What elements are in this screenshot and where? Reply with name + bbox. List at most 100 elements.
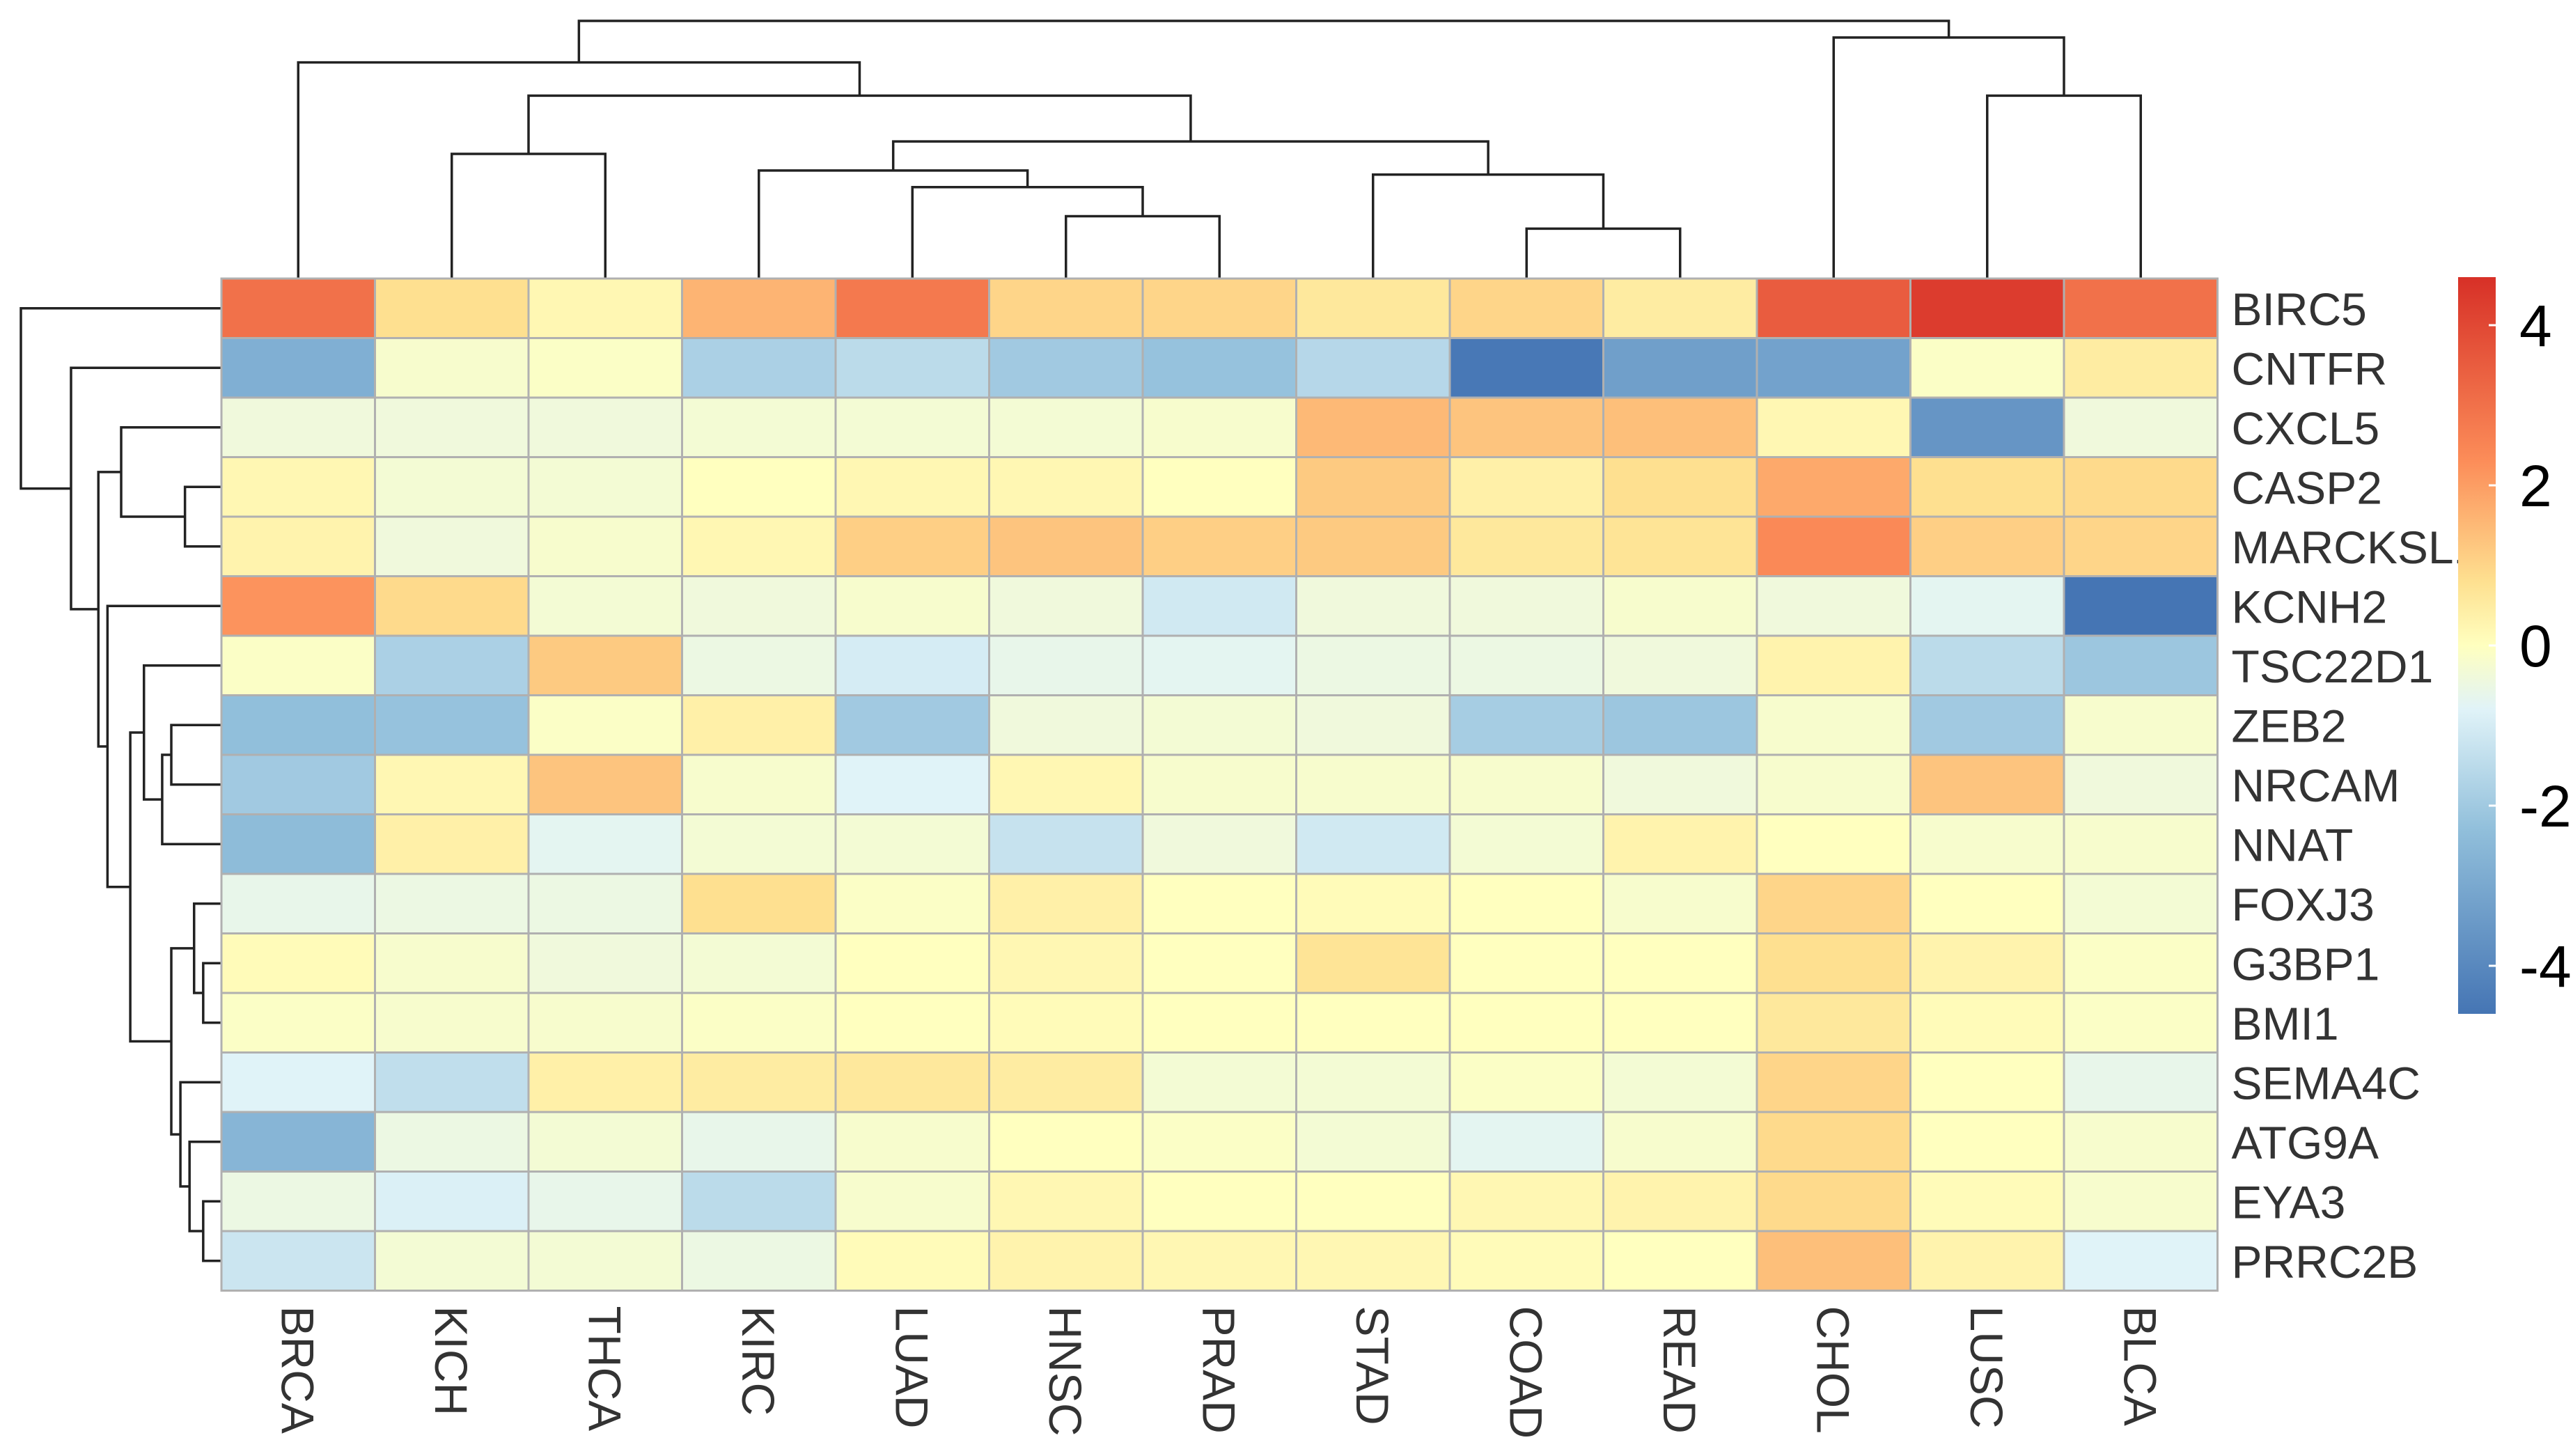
column-labels: BRCA KICH THCA KIRC LUAD HNSC PRAD STAD COAD READ… — [272, 1306, 2166, 1439]
heatmap-cell — [988, 575, 1144, 637]
heatmap-cell — [527, 634, 683, 696]
heatmap-cell — [1755, 634, 1911, 696]
heatmap-cell — [2063, 992, 2219, 1054]
dendrogram-branch — [577, 19, 1950, 63]
heatmap-cell — [1295, 932, 1451, 994]
heatmap-cell — [681, 396, 837, 458]
heatmap-cell — [681, 1171, 837, 1232]
heatmap-cell — [1755, 575, 1911, 637]
heatmap-cell — [220, 1111, 376, 1173]
heatmap-cell — [1755, 456, 1911, 518]
heatmap-cell — [220, 992, 376, 1054]
heatmap-cell — [988, 992, 1144, 1054]
heatmap-cell — [681, 1230, 837, 1292]
heatmap-cell — [1909, 396, 2065, 458]
heatmap-cell — [1909, 337, 2065, 399]
heatmap-cell — [988, 694, 1144, 756]
heatmap-cell — [220, 813, 376, 875]
column-label: STAD — [1347, 1306, 1398, 1425]
heatmap-cell — [1755, 1051, 1911, 1113]
heatmap-cell — [1295, 813, 1451, 875]
heatmap-cell — [1755, 1111, 1911, 1173]
heatmap-cell — [527, 1051, 683, 1113]
heatmap-cell — [1602, 1171, 1758, 1232]
heatmap-cell — [1295, 396, 1451, 458]
heatmap-cell — [220, 872, 376, 934]
heatmap-cell — [374, 1111, 530, 1173]
heatmap-cell — [374, 932, 530, 994]
dendrogram-branch — [202, 1200, 221, 1262]
heatmap-cell — [1295, 575, 1451, 637]
heatmap-cell — [1141, 456, 1297, 518]
heatmap-cell — [1909, 992, 2065, 1054]
heatmap-cell — [1909, 1171, 2065, 1232]
heatmap-cells — [220, 277, 2219, 1292]
heatmap-cell — [1602, 932, 1758, 994]
heatmap-cell — [1448, 634, 1604, 696]
heatmap-cell — [988, 932, 1144, 994]
heatmap-cell — [1602, 753, 1758, 815]
heatmap-cell — [988, 1111, 1144, 1173]
dendrogram-branch — [106, 604, 221, 889]
heatmap-cell — [374, 1171, 530, 1232]
heatmap-cell — [1909, 813, 2065, 875]
heatmap-cell — [1295, 1171, 1451, 1232]
heatmap-cell — [1141, 992, 1297, 1054]
row-label: PRRC2B — [2232, 1236, 2418, 1287]
legend-tick-label: -2 — [2519, 774, 2572, 839]
heatmap-cell — [1602, 1051, 1758, 1113]
heatmap-cell — [527, 515, 683, 577]
row-label: ZEB2 — [2232, 700, 2347, 751]
heatmap-cell — [1909, 694, 2065, 756]
heatmap-cell — [1448, 337, 1604, 399]
heatmap-cell — [1448, 1230, 1604, 1292]
heatmap-cell — [220, 1230, 376, 1292]
column-label: THCA — [579, 1306, 630, 1432]
heatmap-cell — [1448, 932, 1604, 994]
dendrogram-branch — [1065, 214, 1221, 279]
heatmap-cell — [1909, 634, 2065, 696]
dendrogram-branch — [179, 1081, 221, 1188]
heatmap-cell — [527, 1111, 683, 1173]
heatmap-cell — [1909, 932, 2065, 994]
heatmap-cell — [527, 277, 683, 339]
heatmap-cell — [1141, 1051, 1297, 1113]
heatmap-cell — [1448, 1111, 1604, 1173]
heatmap-cell — [988, 277, 1144, 339]
heatmap-cell — [1141, 1111, 1297, 1173]
heatmap-cell — [374, 634, 530, 696]
dendrogram-branch — [451, 152, 607, 279]
heatmap-cell — [2063, 1230, 2219, 1292]
dendrogram-branch — [183, 485, 221, 548]
heatmap-cell — [681, 634, 837, 696]
heatmap-cell — [1602, 456, 1758, 518]
heatmap-cell — [374, 515, 530, 577]
row-label: ATG9A — [2232, 1117, 2379, 1168]
heatmap-cell — [220, 277, 376, 339]
row-labels: BIRC5 CNTFR CXCL5 CASP2 MARCKSL1 KCNH2 TSC22D1… — [2232, 283, 2480, 1287]
column-label: COAD — [1500, 1306, 1551, 1439]
heatmap-cell — [834, 872, 990, 934]
heatmap-cell — [681, 456, 837, 518]
heatmap-cell — [834, 634, 990, 696]
heatmap-cell — [681, 694, 837, 756]
heatmap-cell — [2063, 575, 2219, 637]
heatmap-cell — [1909, 277, 2065, 339]
heatmap-cell — [527, 813, 683, 875]
row-label: CNTFR — [2232, 343, 2388, 394]
heatmap-cell — [374, 813, 530, 875]
heatmap-cell — [1141, 337, 1297, 399]
heatmap-cell — [1909, 1111, 2065, 1173]
heatmap-cell — [1295, 277, 1451, 339]
heatmap-cell — [1295, 337, 1451, 399]
heatmap-cell — [2063, 1051, 2219, 1113]
heatmap-cell — [988, 634, 1144, 696]
heatmap-cell — [681, 575, 837, 637]
heatmap-cell — [681, 515, 837, 577]
heatmap-cell — [1141, 1230, 1297, 1292]
column-label: BRCA — [272, 1306, 323, 1434]
heatmap-cell — [1602, 575, 1758, 637]
heatmap-cell — [2063, 1171, 2219, 1232]
heatmap-cell — [1141, 277, 1297, 339]
